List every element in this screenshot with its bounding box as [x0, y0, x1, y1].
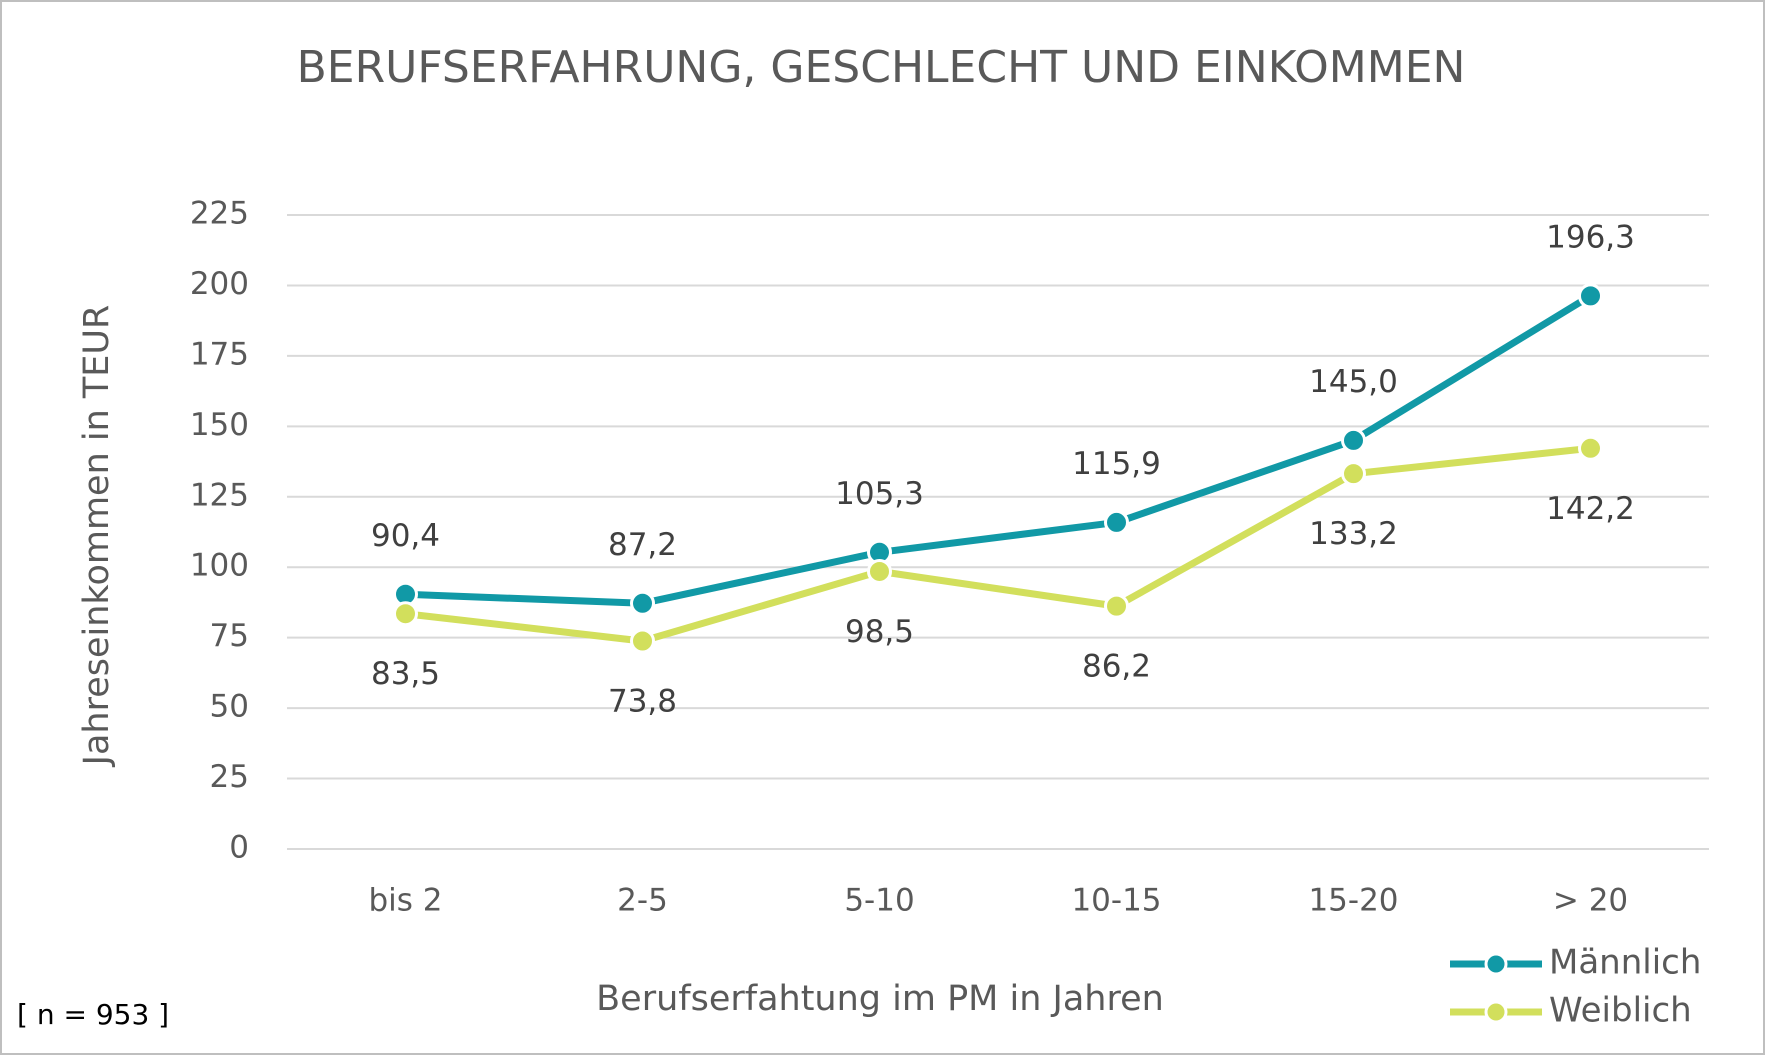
data-label: 145,0 — [1309, 364, 1398, 400]
x-axis-title: Berufserfahtung im PM in Jahren — [596, 979, 1164, 1019]
y-tick-label: 200 — [190, 266, 249, 302]
y-tick-label: 25 — [210, 759, 249, 795]
y-tick-label: 50 — [210, 689, 249, 725]
data-point — [867, 558, 892, 584]
y-tick-label: 75 — [210, 618, 249, 654]
chart-title: BERUFSERFAHRUNG, GESCHLECHT UND EINKOMME… — [297, 42, 1466, 93]
data-point — [1341, 427, 1366, 453]
series-line — [405, 292, 1593, 607]
y-tick-label: 150 — [190, 407, 249, 443]
data-label: 83,5 — [371, 656, 440, 692]
data-point — [630, 628, 655, 654]
legend-marker — [1484, 952, 1508, 976]
data-label: 105,3 — [835, 476, 924, 512]
y-tick-label: 175 — [190, 336, 249, 372]
y-tick-label: 225 — [190, 196, 249, 232]
x-tick-label: 2-5 — [617, 883, 668, 919]
data-point — [1341, 461, 1366, 487]
data-point — [1104, 509, 1129, 535]
legend-label: Männlich — [1549, 943, 1701, 983]
data-label: 115,9 — [1072, 446, 1161, 482]
data-point — [1578, 435, 1603, 461]
data-label: 86,2 — [1082, 649, 1151, 685]
data-label: 142,2 — [1546, 491, 1635, 527]
data-label: 90,4 — [371, 518, 440, 554]
series-line — [405, 444, 1591, 645]
data-label: 98,5 — [845, 614, 914, 650]
data-point — [1104, 593, 1129, 619]
sample-size-note: [ n = 953 ] — [17, 998, 169, 1031]
x-tick-label: 15-20 — [1308, 883, 1398, 919]
x-tick-label: 10-15 — [1071, 883, 1161, 919]
y-tick-label: 100 — [190, 548, 249, 584]
data-label: 87,2 — [608, 527, 677, 563]
x-tick-label: > 20 — [1553, 883, 1628, 919]
data-point — [1578, 283, 1603, 309]
data-label: 133,2 — [1309, 516, 1398, 552]
y-tick-label: 0 — [229, 830, 249, 866]
y-axis-title: Jahreseinkommen in TEUR — [77, 305, 117, 768]
legend-marker — [1484, 1000, 1508, 1024]
data-label: 196,3 — [1546, 219, 1635, 255]
data-label: 73,8 — [608, 684, 677, 720]
data-point — [393, 601, 418, 627]
legend-label: Weiblich — [1549, 991, 1692, 1031]
x-tick-label: bis 2 — [368, 883, 442, 919]
x-tick-label: 5-10 — [844, 883, 914, 919]
y-tick-label: 125 — [190, 477, 249, 513]
data-point — [630, 590, 655, 616]
